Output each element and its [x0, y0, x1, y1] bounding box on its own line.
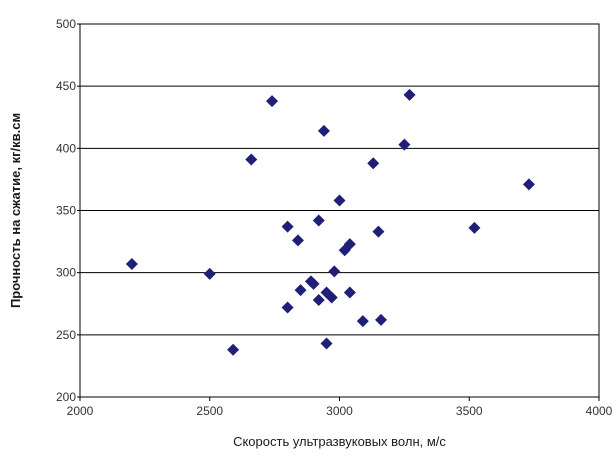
data-point [356, 315, 369, 328]
data-point [203, 267, 216, 280]
x-tick-label: 3500 [456, 404, 483, 418]
data-point [312, 214, 325, 227]
data-point [403, 88, 416, 101]
y-tick-label: 400 [56, 141, 76, 155]
x-tick-label: 3000 [326, 404, 353, 418]
data-point [522, 178, 535, 191]
data-point [398, 138, 411, 151]
data-point [317, 124, 330, 137]
data-point [372, 225, 385, 238]
grid-lines [80, 85, 599, 336]
data-point [281, 220, 294, 233]
y-tick-label: 250 [56, 328, 76, 342]
y-tick-label: 450 [56, 79, 76, 93]
data-point [375, 313, 388, 326]
y-axis-title: Прочность на сжатие, кг/кв.см [8, 113, 23, 308]
x-tick-label: 2000 [67, 404, 94, 418]
data-point [245, 153, 258, 166]
data-point [291, 234, 304, 247]
data-point [343, 238, 356, 251]
data-point [294, 284, 307, 297]
data-point [125, 257, 138, 270]
y-tick-label: 350 [56, 204, 76, 218]
y-tick-labels: 200 250 300 350 400 450 500 [56, 17, 80, 404]
data-point [266, 95, 279, 108]
x-tick-label: 2500 [196, 404, 223, 418]
x-tick-label: 4000 [586, 404, 613, 418]
data-point [227, 343, 240, 356]
data-point [468, 221, 481, 234]
y-tick-label: 500 [56, 17, 76, 31]
data-point [333, 194, 346, 207]
y-tick-label: 200 [56, 390, 76, 404]
data-point [367, 157, 380, 170]
data-point [320, 337, 333, 350]
data-point [343, 286, 356, 299]
x-tick-labels: 2000 2500 3000 3500 4000 [67, 397, 613, 418]
data-point [281, 301, 294, 314]
data-point [307, 277, 320, 290]
data-point [312, 294, 325, 307]
data-point [328, 265, 341, 278]
data-point [325, 291, 338, 304]
data-points [125, 88, 535, 356]
x-axis-title: Скорость ультразвуковых волн, м/с [233, 434, 446, 449]
y-tick-label: 300 [56, 266, 76, 280]
